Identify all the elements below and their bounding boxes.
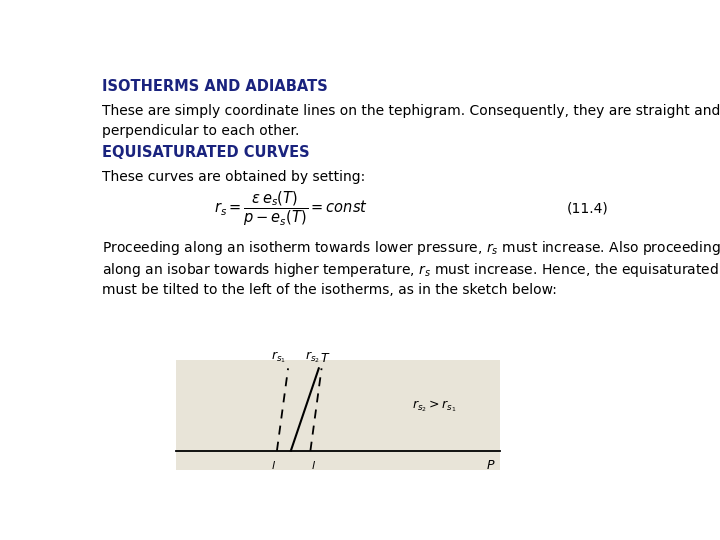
Text: must be tilted to the left of the isotherms, as in the sketch below:: must be tilted to the left of the isothe… (102, 282, 557, 296)
Text: These are simply coordinate lines on the tephigram. Consequently, they are strai: These are simply coordinate lines on the… (102, 104, 720, 138)
Text: Proceeding along an isotherm towards lower pressure, $r_s$ must increase. Also p: Proceeding along an isotherm towards low… (102, 239, 720, 258)
Text: $r_s = \dfrac{\varepsilon\, e_s(T)}{p - e_s(T)} = const$: $r_s = \dfrac{\varepsilon\, e_s(T)}{p - … (214, 189, 368, 227)
Text: EQUISATURATED CURVES: EQUISATURATED CURVES (102, 145, 310, 160)
Text: $r_{s_2} > r_{s_1}$: $r_{s_2} > r_{s_1}$ (412, 398, 456, 414)
Text: $l$: $l$ (271, 459, 276, 471)
Text: $l$: $l$ (311, 459, 315, 471)
Text: $T$: $T$ (320, 352, 330, 365)
Text: along an isobar towards higher temperature, $r_s$ must increase. Hence, the equi: along an isobar towards higher temperatu… (102, 261, 720, 279)
Text: ISOTHERMS AND ADIABATS: ISOTHERMS AND ADIABATS (102, 79, 328, 94)
Text: $P$: $P$ (486, 459, 495, 472)
FancyBboxPatch shape (176, 360, 500, 470)
Text: $r_{s_2}$: $r_{s_2}$ (305, 349, 320, 365)
Text: $r_{s_1}$: $r_{s_1}$ (271, 349, 286, 365)
Text: These curves are obtained by setting:: These curves are obtained by setting: (102, 170, 366, 184)
Text: (11.4): (11.4) (567, 201, 609, 215)
